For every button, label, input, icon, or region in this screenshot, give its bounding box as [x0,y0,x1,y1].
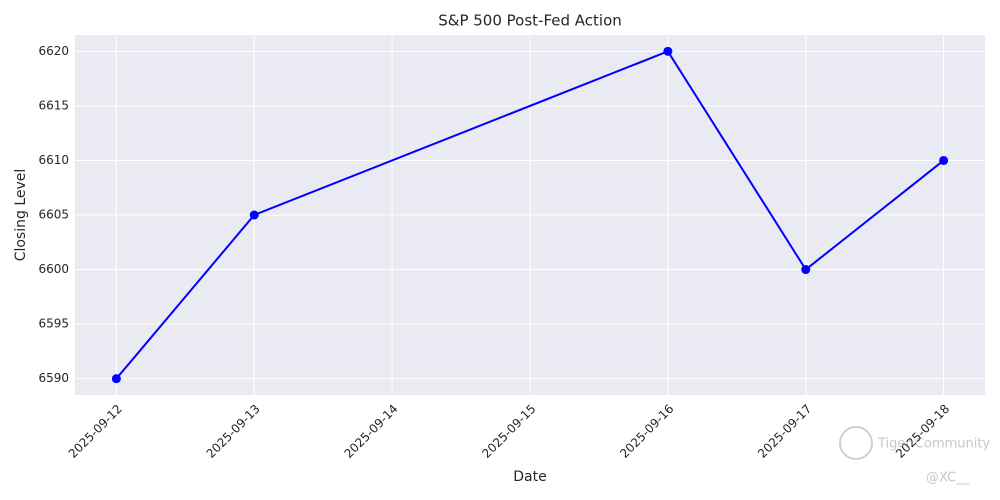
watermark-text: Tiger Community [877,437,990,452]
marker [249,210,259,220]
x-tick-label: 2025-09-16 [617,402,676,461]
x-tick-label: 2025-09-13 [204,402,263,461]
y-tick-label: 6605 [38,208,69,222]
y-tick-label: 6620 [38,44,69,58]
y-tick-label: 6590 [38,371,69,385]
marker [801,265,811,275]
x-tick-label: 2025-09-18 [893,402,952,461]
x-tick-label: 2025-09-15 [479,402,538,461]
x-tick-label: 2025-09-17 [755,402,814,461]
y-tick-label: 6595 [38,317,69,331]
y-tick-label: 6600 [38,262,69,276]
watermark-logo [839,426,873,460]
marker [111,374,121,384]
marker [939,155,949,165]
marker [663,46,673,56]
chart-title: S&P 500 Post-Fed Action [438,12,622,30]
x-tick-label: 2025-09-14 [341,402,400,461]
y-tick-label: 6610 [38,153,69,167]
watermark-handle: @XC__ [926,471,970,486]
x-tick-label: 2025-09-12 [66,402,125,461]
y-tick-label: 6615 [38,98,69,112]
x-axis-label: Date [513,469,546,485]
y-axis-label: Closing Level [13,169,29,262]
